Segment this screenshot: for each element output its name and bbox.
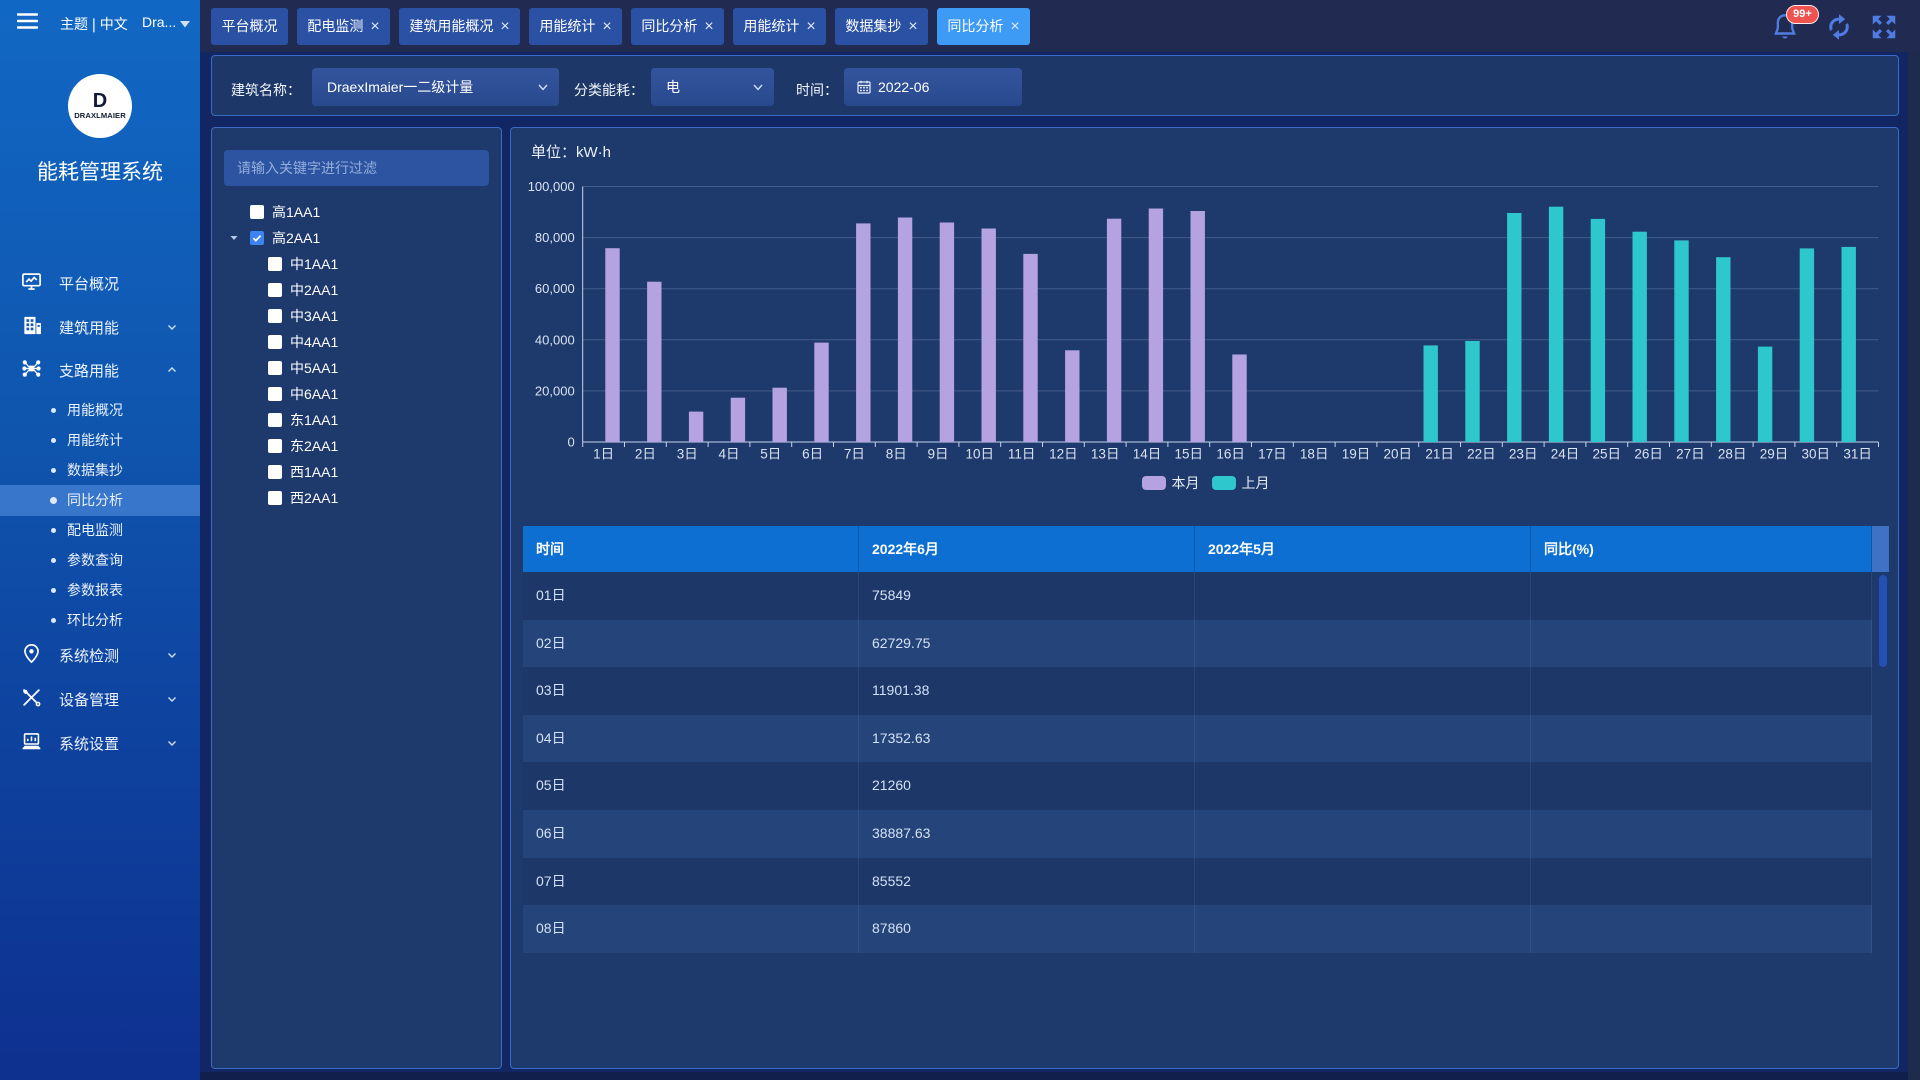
svg-text:100,000: 100,000 <box>528 179 575 194</box>
svg-text:25日: 25日 <box>1593 447 1622 462</box>
svg-text:2日: 2日 <box>635 447 656 462</box>
svg-text:24日: 24日 <box>1551 447 1580 462</box>
svg-text:30日: 30日 <box>1802 447 1831 462</box>
svg-text:28日: 28日 <box>1718 447 1747 462</box>
svg-text:16日: 16日 <box>1216 447 1245 462</box>
svg-text:13日: 13日 <box>1091 447 1120 462</box>
svg-text:11日: 11日 <box>1008 447 1036 462</box>
svg-text:4日: 4日 <box>718 447 739 462</box>
svg-text:3日: 3日 <box>677 447 698 462</box>
svg-text:29日: 29日 <box>1760 447 1789 462</box>
svg-text:5日: 5日 <box>760 447 781 462</box>
svg-text:27日: 27日 <box>1676 447 1705 462</box>
svg-text:8日: 8日 <box>886 447 907 462</box>
svg-text:17日: 17日 <box>1258 447 1287 462</box>
svg-text:7日: 7日 <box>844 447 865 462</box>
svg-text:15日: 15日 <box>1175 447 1204 462</box>
svg-text:0: 0 <box>567 435 574 450</box>
svg-text:9日: 9日 <box>927 447 948 462</box>
svg-text:20,000: 20,000 <box>535 383 575 398</box>
svg-text:31日: 31日 <box>1843 447 1872 462</box>
svg-text:19日: 19日 <box>1342 447 1371 462</box>
svg-text:60,000: 60,000 <box>535 281 575 296</box>
svg-text:10日: 10日 <box>966 447 995 462</box>
svg-text:21日: 21日 <box>1425 447 1454 462</box>
svg-text:12日: 12日 <box>1049 447 1078 462</box>
svg-text:40,000: 40,000 <box>535 332 575 347</box>
svg-text:26日: 26日 <box>1634 447 1663 462</box>
svg-text:22日: 22日 <box>1467 447 1496 462</box>
svg-text:18日: 18日 <box>1300 447 1329 462</box>
svg-text:6日: 6日 <box>802 447 823 462</box>
svg-text:20日: 20日 <box>1384 447 1413 462</box>
svg-text:23日: 23日 <box>1509 447 1538 462</box>
svg-text:14日: 14日 <box>1133 447 1162 462</box>
svg-text:80,000: 80,000 <box>535 230 575 245</box>
svg-text:1日: 1日 <box>593 447 614 462</box>
